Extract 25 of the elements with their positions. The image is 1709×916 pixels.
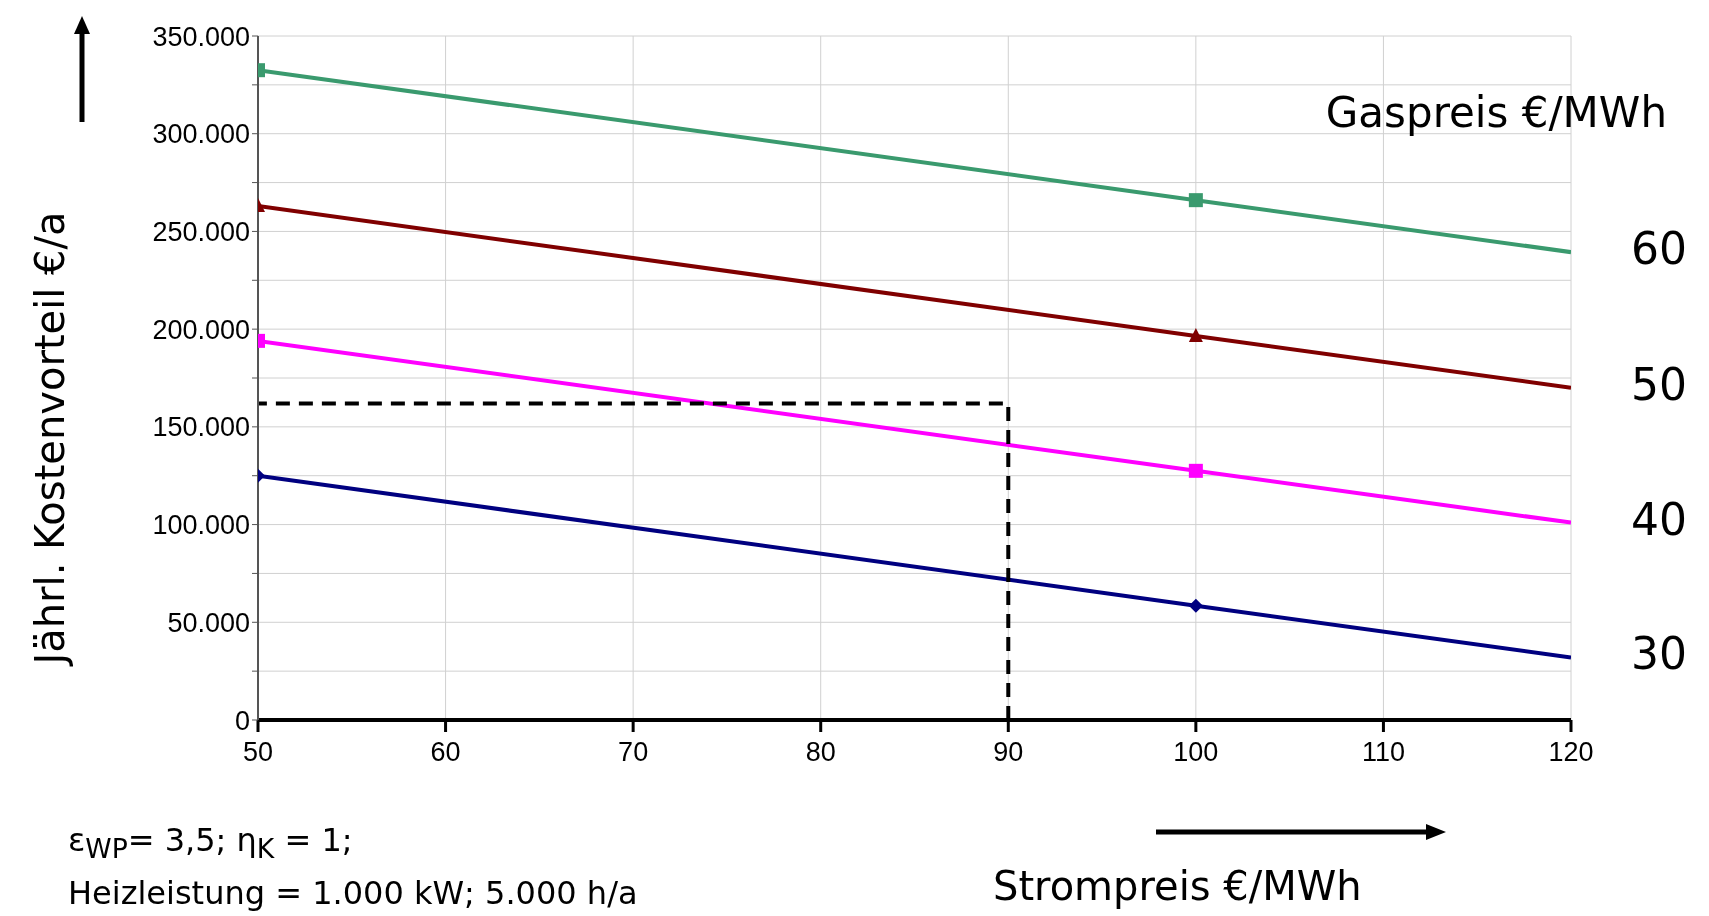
y-tick-label: 350.000: [152, 21, 250, 52]
x-tick-label: 120: [1548, 737, 1594, 768]
series-label: 30: [1631, 628, 1687, 680]
x-tick-label: 80: [805, 737, 836, 768]
y-tick-label: 100.000: [152, 510, 250, 541]
y-tick-label: 0: [234, 705, 250, 736]
x-tick-label: 70: [618, 737, 649, 768]
x-tick-label: 50: [242, 737, 274, 768]
y-tick-label: 300.000: [152, 119, 250, 150]
x-tick-label: 110: [1361, 737, 1405, 768]
y-tick-label: 250.000: [152, 217, 250, 248]
text: ε$_{WP}$= 3,5; η$_{K}$ = 1;: [68, 821, 353, 865]
y-tick-label: 150.000: [152, 412, 250, 443]
series-label: 60: [1631, 223, 1687, 275]
x-tick-label: 100: [1173, 737, 1219, 768]
x-axis-title: Strompreis €/MWh: [993, 863, 1362, 909]
y-tick-label: 50.000: [167, 607, 250, 638]
series-label: 40: [1631, 493, 1687, 545]
text: Heizleistung = 1.000 kW; 5.000 h/a: [68, 874, 638, 913]
y-axis-title: Jährl. Kostenvorteil €/a: [27, 211, 73, 665]
y-tick-label: 200.000: [152, 314, 250, 345]
legend-title: Gaspreis €/MWh: [1325, 88, 1667, 137]
x-tick-label: 60: [430, 737, 461, 768]
x-tick-label: 90: [993, 737, 1024, 768]
series-label: 50: [1631, 358, 1687, 410]
